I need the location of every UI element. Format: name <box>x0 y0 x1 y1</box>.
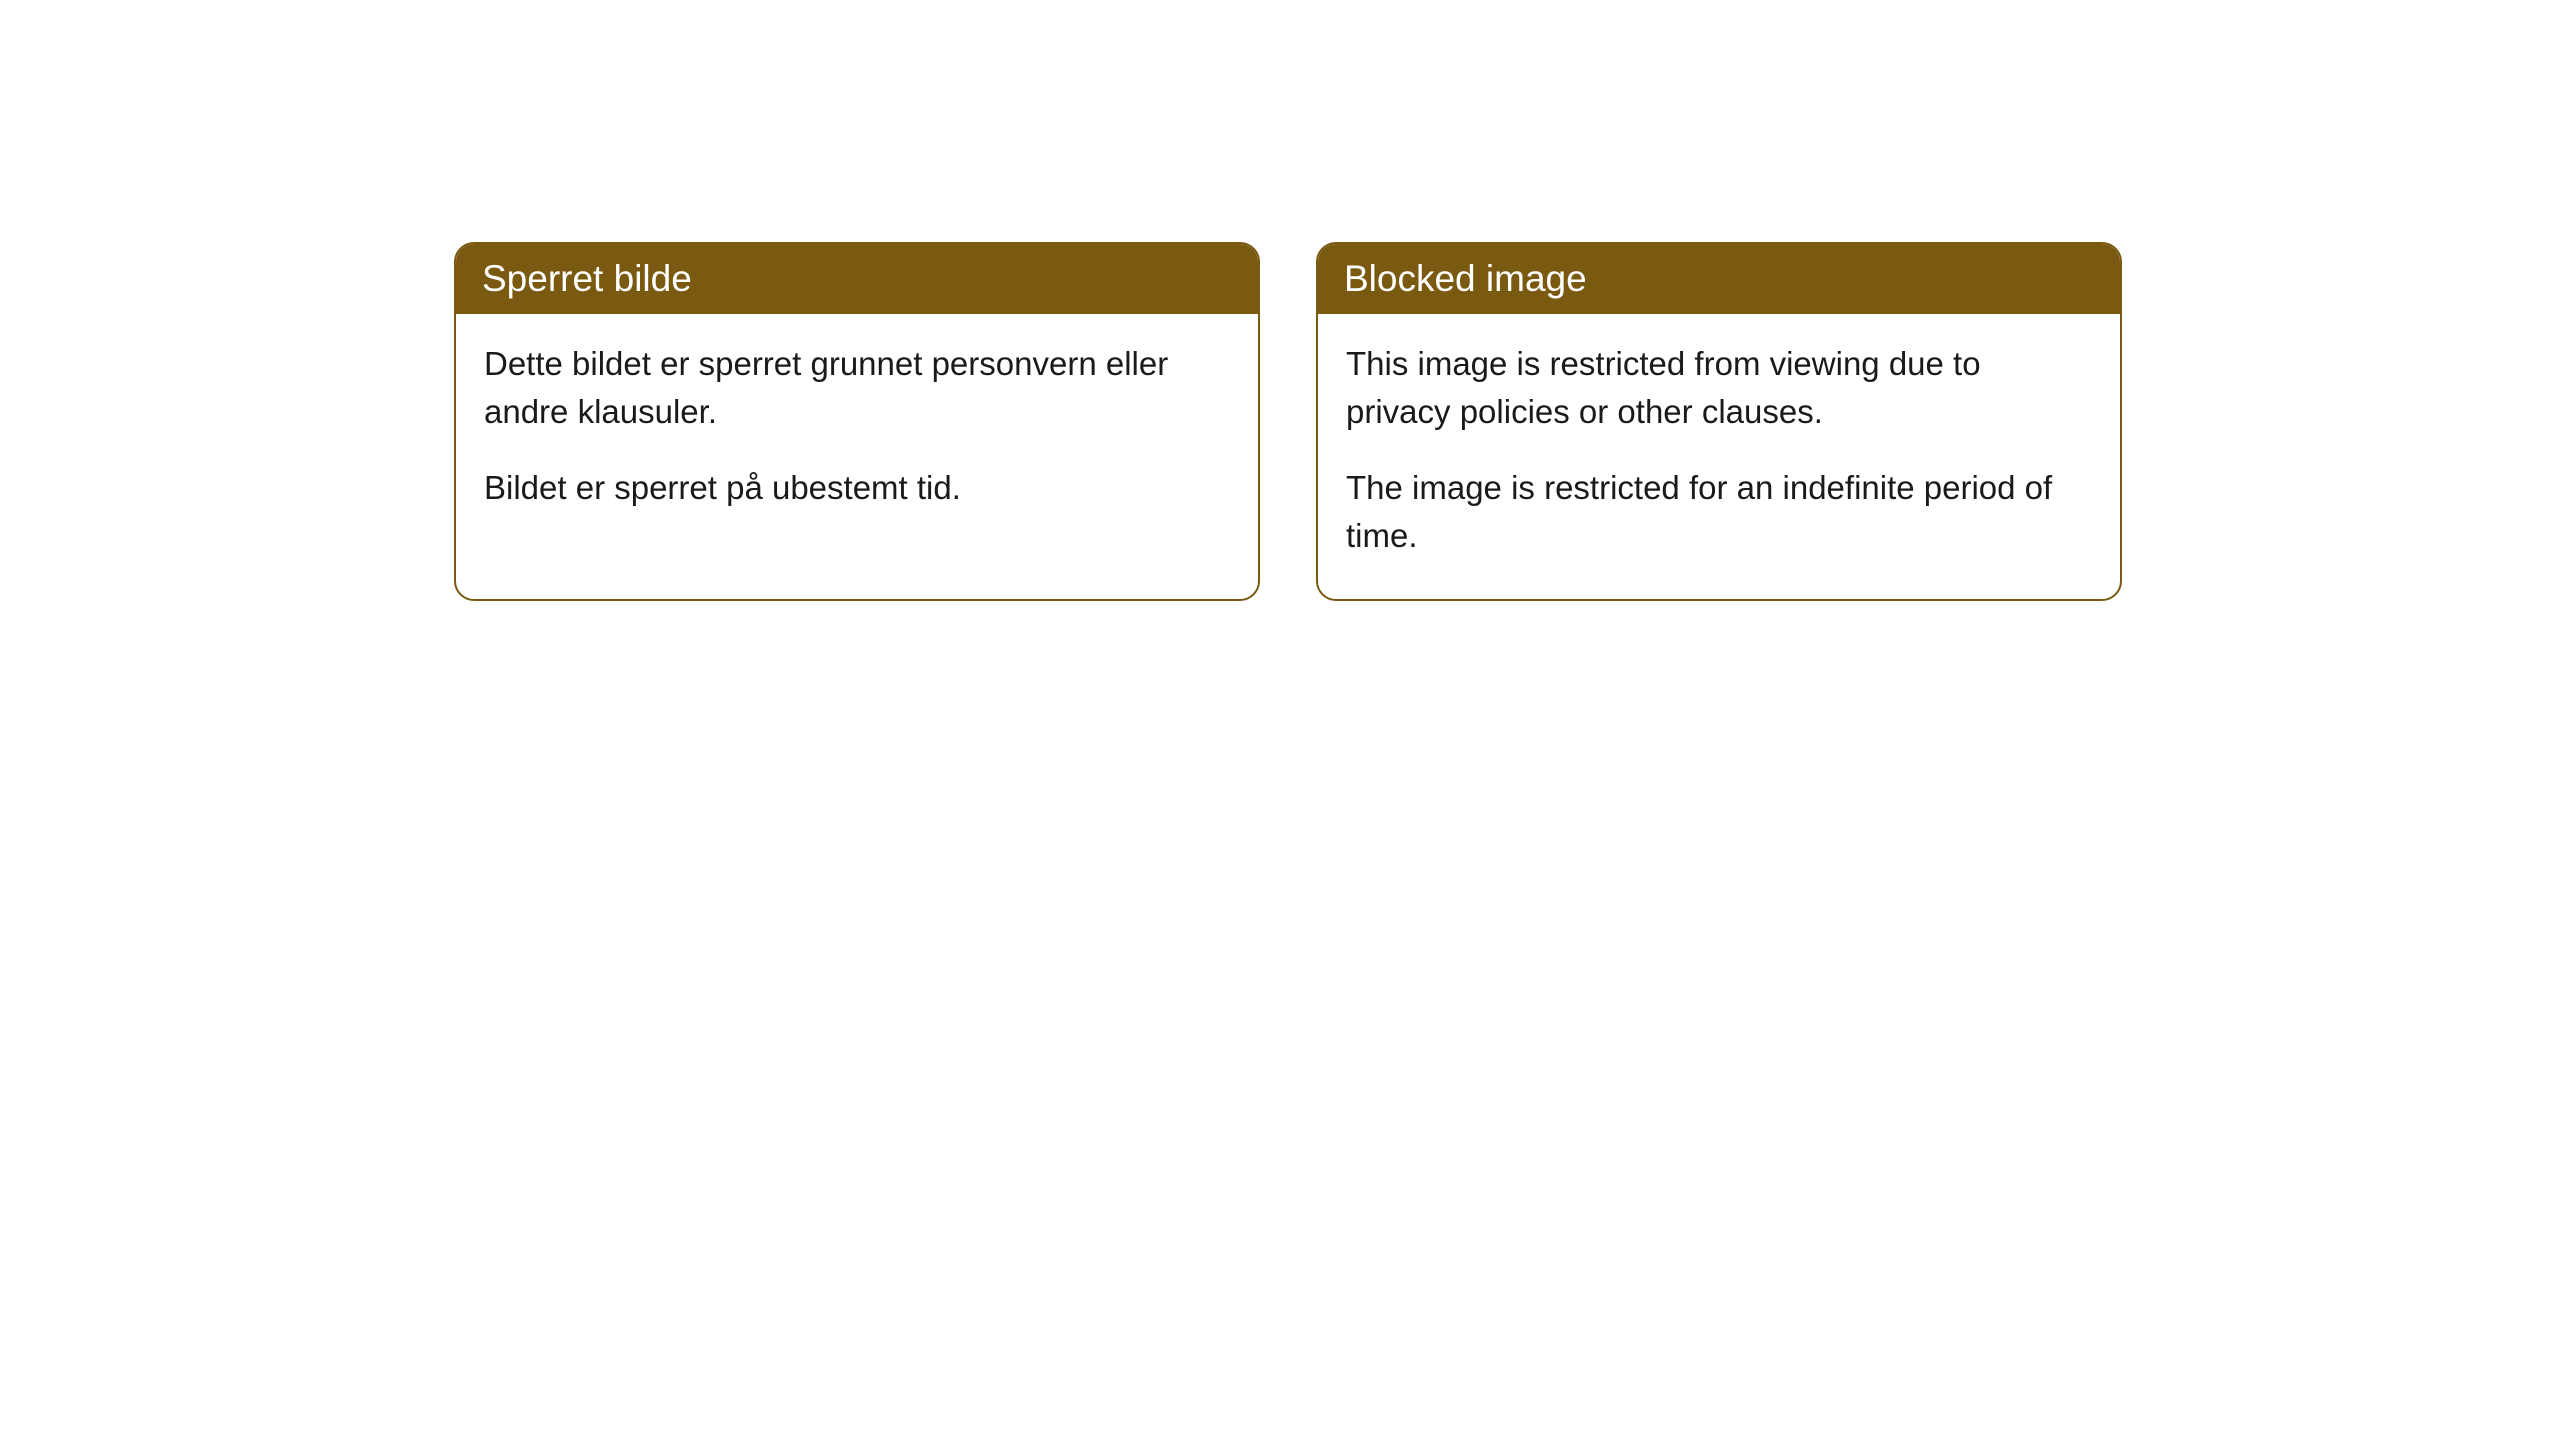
card-container: Sperret bilde Dette bildet er sperret gr… <box>0 0 2560 601</box>
card-body: Dette bildet er sperret grunnet personve… <box>456 314 1258 552</box>
card-paragraph: This image is restricted from viewing du… <box>1346 340 2092 436</box>
card-header: Sperret bilde <box>456 244 1258 314</box>
card-paragraph: Dette bildet er sperret grunnet personve… <box>484 340 1230 436</box>
blocked-image-card-norwegian: Sperret bilde Dette bildet er sperret gr… <box>454 242 1260 601</box>
card-header: Blocked image <box>1318 244 2120 314</box>
card-title: Blocked image <box>1344 258 1587 299</box>
blocked-image-card-english: Blocked image This image is restricted f… <box>1316 242 2122 601</box>
card-title: Sperret bilde <box>482 258 692 299</box>
card-paragraph: The image is restricted for an indefinit… <box>1346 464 2092 560</box>
card-body: This image is restricted from viewing du… <box>1318 314 2120 599</box>
card-paragraph: Bildet er sperret på ubestemt tid. <box>484 464 1230 512</box>
